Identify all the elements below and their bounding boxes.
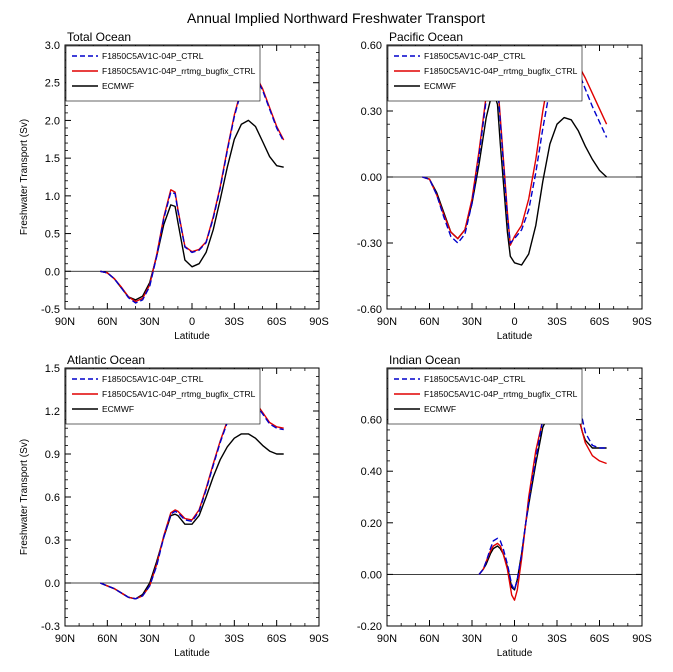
x-axis-label: Latitude	[174, 331, 210, 342]
x-axis-label: Latitude	[497, 331, 533, 342]
x-tick-label: 90S	[309, 633, 329, 645]
legend-label: F1850C5AV1C-04P_rrtmg_bugfix_CTRL	[424, 66, 578, 76]
x-tick-label: 60N	[419, 316, 439, 328]
legend-box	[387, 368, 583, 425]
x-tick-label: 60S	[267, 316, 287, 328]
legend-label: F1850C5AV1C-04P_rrtmg_bugfix_CTRL	[102, 389, 256, 399]
y-tick-label: 0.00	[361, 569, 382, 581]
y-tick-label: 0.00	[361, 172, 382, 184]
y-tick-label: 2.5	[45, 78, 60, 90]
x-tick-label: 0	[511, 316, 517, 328]
x-tick-label: 60N	[419, 633, 439, 645]
panel-title: Indian Ocean	[389, 353, 460, 367]
y-tick-label: -0.60	[357, 304, 382, 316]
legend-label: F1850C5AV1C-04P_rrtmg_bugfix_CTRL	[102, 66, 256, 76]
y-tick-label: -0.20	[357, 621, 382, 633]
x-tick-label: 30S	[547, 316, 567, 328]
y-axis-label: Freshwater Transport (Sv)	[19, 119, 30, 235]
legend: F1850C5AV1C-04P_CTRL F1850C5AV1C-04P_rrtm…	[65, 45, 261, 102]
x-tick-label: 60S	[267, 633, 287, 645]
legend-label: F1850C5AV1C-04P_rrtmg_bugfix_CTRL	[424, 389, 578, 399]
series-line-0	[100, 76, 285, 304]
x-tick-label: 90N	[55, 633, 75, 645]
series-line-2	[100, 433, 284, 600]
y-tick-label: -0.3	[41, 621, 60, 633]
x-tick-label: 90S	[309, 316, 329, 328]
legend-label: ECMWF	[102, 81, 134, 91]
y-tick-label: 0.20	[361, 518, 382, 530]
x-tick-label: 60S	[590, 633, 610, 645]
x-tick-label: 90S	[632, 633, 652, 645]
x-tick-label: 30S	[547, 633, 567, 645]
legend-label: F1850C5AV1C-04P_CTRL	[102, 51, 204, 61]
y-tick-label: 0.6	[45, 492, 60, 504]
y-tick-label: 1.5	[45, 363, 60, 375]
legend-label: F1850C5AV1C-04P_CTRL	[102, 374, 204, 384]
y-tick-label: 2.0	[45, 115, 60, 127]
chart-panel-1: 90N 60N 30N 0 30S 60S 90S -0.60 -0.30 0.00 0.30 0.6…	[357, 30, 652, 342]
panel-title: Atlantic Ocean	[67, 353, 145, 367]
y-tick-label: 0.60	[361, 40, 382, 52]
legend-label: F1850C5AV1C-04P_CTRL	[424, 374, 526, 384]
legend-box	[65, 45, 261, 102]
x-tick-label: 0	[511, 633, 517, 645]
x-tick-label: 60S	[590, 316, 610, 328]
legend: F1850C5AV1C-04P_CTRL F1850C5AV1C-04P_rrtm…	[387, 45, 583, 102]
legend-label: ECMWF	[102, 404, 134, 414]
chart-panel-3: 90N 60N 30N 0 30S 60S 90S -0.20 0.00 0.20 0.40 0.60…	[357, 353, 652, 659]
y-tick-label: -0.30	[357, 238, 382, 250]
legend-label: F1850C5AV1C-04P_CTRL	[424, 51, 526, 61]
panel-title: Total Ocean	[67, 30, 131, 44]
legend-box	[65, 368, 261, 425]
series-line-2	[422, 94, 608, 266]
y-tick-label: 0.30	[361, 106, 382, 118]
y-tick-label: 1.2	[45, 406, 60, 418]
y-tick-label: 0.0	[45, 266, 60, 278]
y-tick-label: 0.3	[45, 535, 60, 547]
x-tick-label: 0	[189, 633, 195, 645]
legend-label: ECMWF	[424, 81, 456, 91]
y-tick-label: -0.5	[41, 304, 60, 316]
legend: F1850C5AV1C-04P_CTRL F1850C5AV1C-04P_rrtm…	[387, 368, 583, 425]
y-tick-label: 0.9	[45, 449, 60, 461]
x-tick-label: 30S	[225, 316, 245, 328]
panel-title: Pacific Ocean	[389, 30, 463, 44]
figure-title: Annual Implied Northward Freshwater Tran…	[187, 10, 485, 26]
x-tick-label: 90N	[55, 316, 75, 328]
legend-box	[387, 45, 583, 102]
x-tick-label: 60N	[97, 316, 117, 328]
y-tick-label: 1.5	[45, 153, 60, 165]
y-tick-label: 0.5	[45, 229, 60, 241]
x-tick-label: 30N	[462, 316, 482, 328]
x-tick-label: 30N	[462, 633, 482, 645]
y-axis-label: Freshwater Transport (Sv)	[19, 439, 30, 555]
x-tick-label: 0	[189, 316, 195, 328]
series-line-0	[100, 398, 284, 600]
x-tick-label: 90N	[377, 316, 397, 328]
y-tick-label: 1.0	[45, 191, 60, 203]
series-line-1	[100, 397, 284, 600]
chart-panel-0: 90N 60N 30N 0 30S 60S 90S -0.5 0.0 0.5 1.0 1.5 2.0 2.…	[19, 30, 329, 342]
panels: 90N 60N 30N 0 30S 60S 90S -0.5 0.0 0.5 1.0 1.5 2.0 2.…	[19, 30, 652, 659]
x-tick-label: 60N	[97, 633, 117, 645]
y-tick-label: 0.60	[361, 415, 382, 427]
series-line-1	[100, 74, 285, 303]
x-tick-label: 30N	[140, 316, 160, 328]
x-tick-label: 90S	[632, 316, 652, 328]
series-line-0	[478, 375, 607, 591]
x-tick-label: 30N	[140, 633, 160, 645]
y-tick-label: 0.40	[361, 466, 382, 478]
x-tick-label: 30S	[225, 633, 245, 645]
series-line-2	[100, 119, 284, 301]
y-tick-label: 0.0	[45, 578, 60, 590]
legend-label: ECMWF	[424, 404, 456, 414]
y-tick-label: 3.0	[45, 40, 60, 52]
x-axis-label: Latitude	[174, 648, 210, 659]
x-tick-label: 90N	[377, 633, 397, 645]
legend: F1850C5AV1C-04P_CTRL F1850C5AV1C-04P_rrtm…	[65, 368, 261, 425]
x-axis-label: Latitude	[497, 648, 533, 659]
chart-panel-2: 90N 60N 30N 0 30S 60S 90S -0.3 0.0 0.3 0.6 0.9 1.2 1.…	[19, 353, 329, 659]
